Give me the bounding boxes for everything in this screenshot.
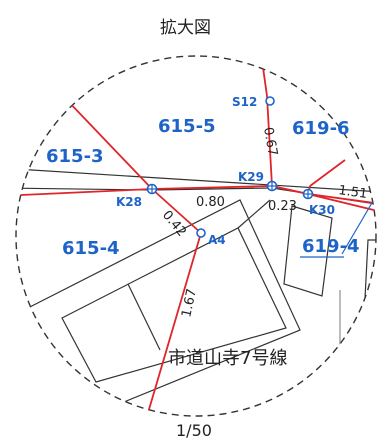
parcel-615-5: 615-5 [158, 116, 216, 137]
point-s12-label: S12 [232, 95, 257, 109]
point-s12-marker [265, 96, 275, 106]
enlargement-circle [15, 55, 377, 417]
road-name-label: 市道山寺7号線 [168, 348, 287, 369]
point-a4-label: A4 [208, 233, 226, 247]
point-k28-label: K28 [116, 195, 142, 209]
point-k29-label: K29 [238, 170, 264, 184]
point-k29-marker [266, 180, 278, 192]
survey-points [146, 96, 314, 238]
boundary-lines [16, 56, 376, 416]
distance-1-51: 1.51 [337, 183, 368, 202]
parcel-615-4: 615-4 [62, 238, 120, 259]
distance-0-42: 0.42 [159, 208, 189, 240]
point-k30-marker [302, 188, 314, 200]
parcel-619-6: 619-6 [292, 118, 350, 139]
parcel-619-4: 619-4 [302, 236, 360, 257]
road-edges [16, 167, 376, 206]
point-k28-marker [146, 183, 158, 195]
distance-0-23: 0.23 [268, 199, 297, 214]
parcel-615-3: 615-3 [46, 146, 104, 167]
parcel-619-4-pointer [341, 195, 376, 255]
distance-1-67: 1.67 [179, 287, 200, 318]
point-k30-label: K30 [309, 203, 335, 217]
point-a4-marker [196, 228, 206, 238]
map-title: 拡大図 [160, 18, 211, 38]
map-scale: 1/50 [176, 421, 212, 440]
distance-0-67: 0.67 [260, 126, 280, 157]
distance-0-80: 0.80 [196, 195, 225, 210]
